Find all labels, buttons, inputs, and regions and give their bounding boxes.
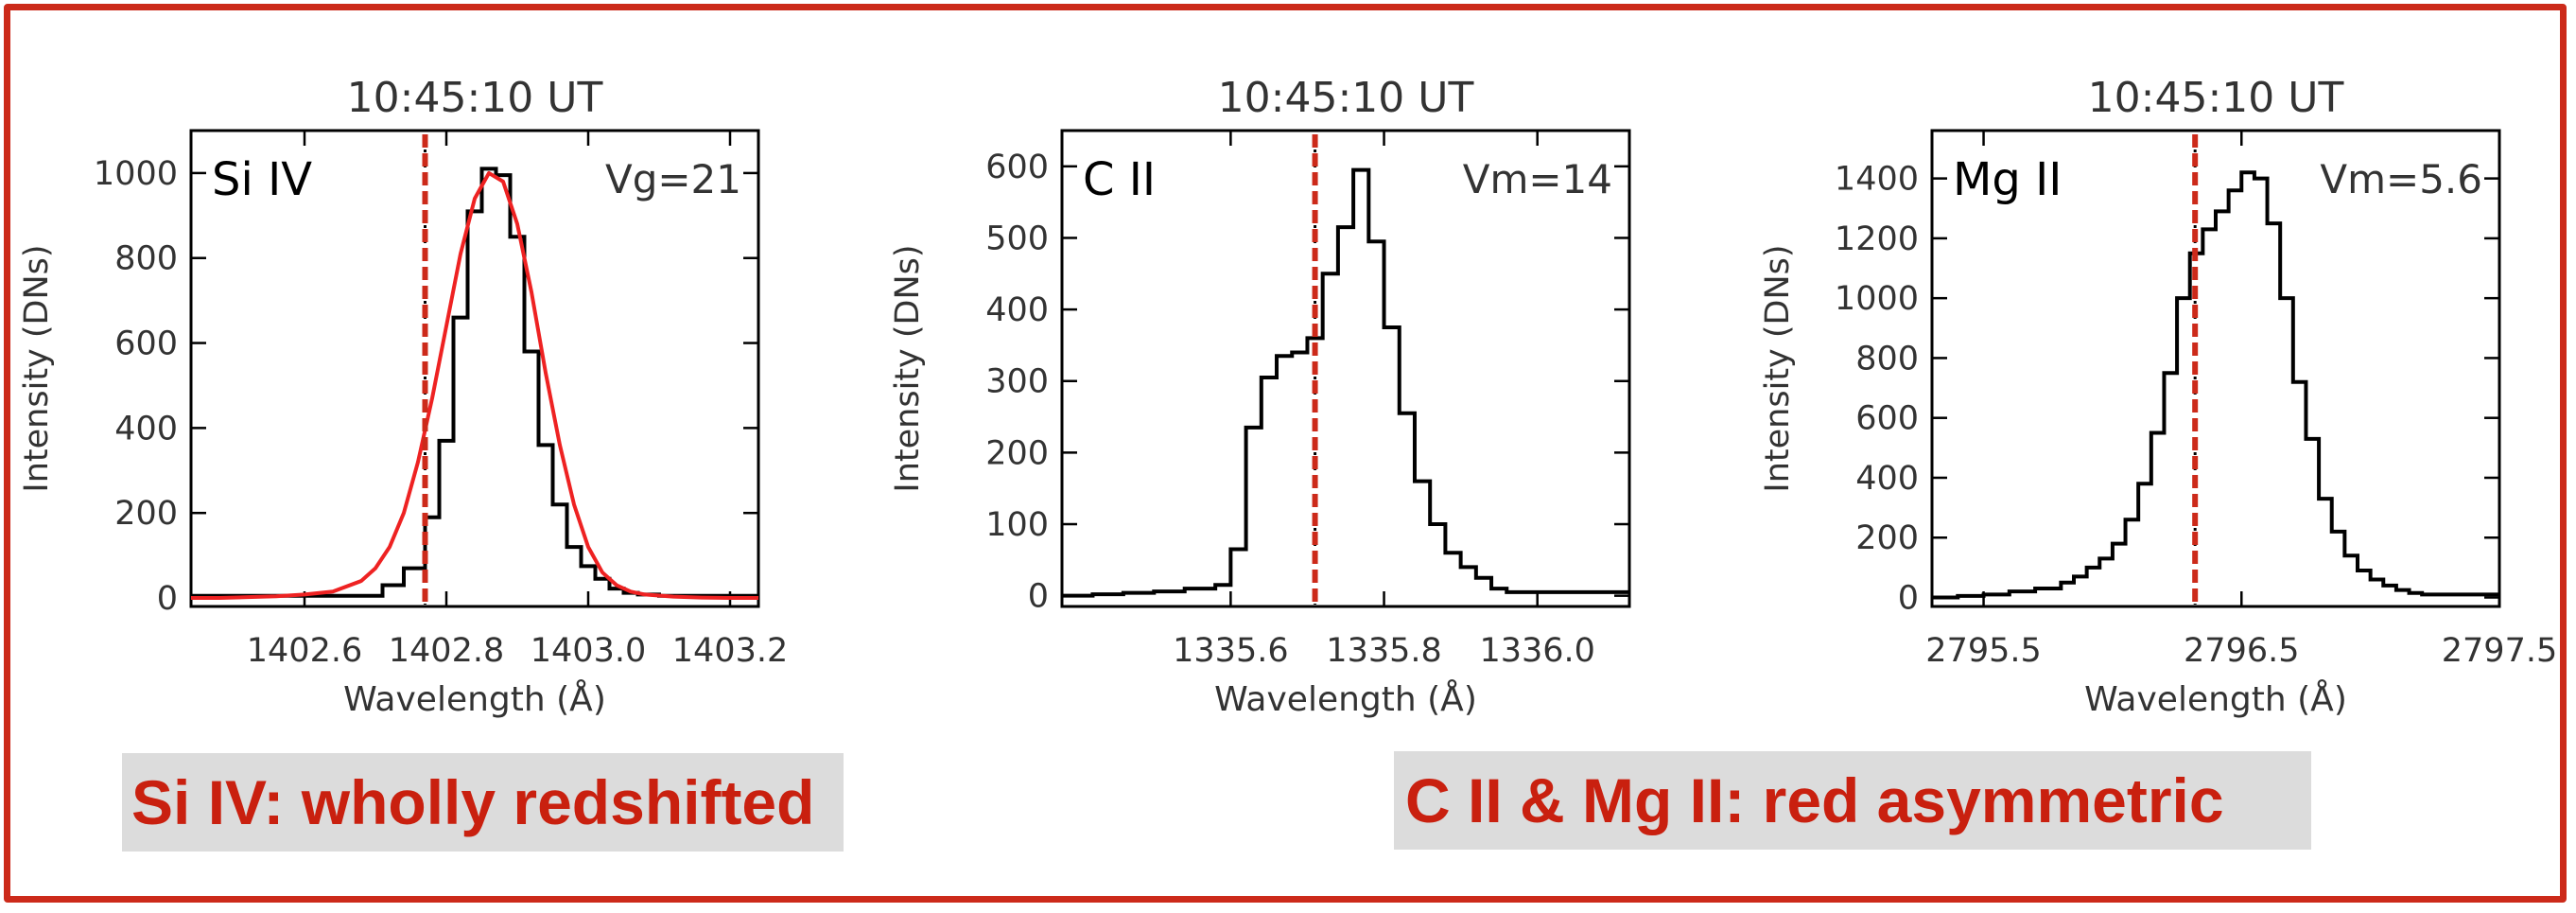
velocity-label: Vg=21 [605,156,741,202]
y-tick-label: 400 [1855,460,1919,498]
y-tick-label: 100 [985,506,1049,544]
chart-title: 10:45:10 UT [2088,74,2344,122]
plot-frame [189,129,760,608]
panel-c-ii: 10:45:10 UT C II Vm=14 Wavelength (Å) In… [889,74,1631,719]
y-tick-label: 1000 [94,155,178,193]
plot-frame [1060,129,1631,608]
line-label: Si IV [212,153,312,206]
y-tick-label: 600 [1855,400,1919,438]
x-tick-label: 2797.5 [2442,632,2557,670]
y-axis-label: Intensity (DNs) [1759,244,1797,492]
y-tick-label: 400 [985,291,1049,329]
panel-si-iv: 10:45:10 UT Si IV Vg=21 Wavelength (Å) I… [18,74,788,719]
x-tick-label: 2795.5 [1925,632,2041,670]
spectrum-histogram [1062,167,1629,598]
y-tick-label: 0 [1898,580,1919,618]
y-tick-label: 0 [157,580,178,618]
y-tick-label: 1400 [1835,161,1919,199]
y-tick-label: 300 [985,363,1049,401]
chart-title: 10:45:10 UT [1218,74,1474,122]
y-tick-label: 0 [1028,578,1049,616]
annotation-cii-mgii: C II & Mg II: red asymmetric [1394,751,2311,850]
x-tick-label: 1336.0 [1479,632,1594,670]
y-tick-label: 200 [985,434,1049,472]
velocity-label: Vm=14 [1463,156,1612,202]
velocity-label: Vm=5.6 [2320,156,2482,202]
y-tick-label: 200 [1855,519,1919,557]
y-tick-label: 1200 [1835,220,1919,258]
y-tick-label: 800 [114,240,178,278]
y-tick-label: 800 [1855,340,1919,377]
x-tick-label: 1402.8 [389,632,504,670]
y-tick-label: 600 [114,325,178,363]
x-tick-label: 2796.5 [2184,632,2299,670]
y-tick-label: 500 [985,219,1049,257]
y-tick-label: 1000 [1835,280,1919,318]
spectrum-histogram [1932,170,2499,600]
x-tick-label: 1335.6 [1173,632,1288,670]
y-tick-label: 400 [114,410,178,448]
panel-mg-ii: 10:45:10 UT Mg II Vm=5.6 Wavelength (Å) … [1759,74,2557,719]
x-tick-label: 1335.8 [1326,632,1441,670]
chart-title: 10:45:10 UT [347,74,603,122]
x-axis-label: Wavelength (Å) [1214,678,1477,719]
annotation-si-iv: Si IV: wholly redshifted [122,753,844,852]
y-axis-label: Intensity (DNs) [18,244,56,492]
x-tick-label: 1402.6 [247,632,362,670]
x-axis-label: Wavelength (Å) [343,678,606,719]
plot-frame [1930,129,2501,608]
y-tick-label: 600 [985,149,1049,186]
slide-frame [4,4,2567,903]
spectrum-histogram [191,167,758,598]
x-axis-label: Wavelength (Å) [2084,678,2347,719]
line-label: Mg II [1953,153,2062,206]
y-tick-label: 200 [114,495,178,533]
y-axis-label: Intensity (DNs) [889,244,927,492]
x-tick-label: 1403.0 [531,632,646,670]
x-tick-label: 1403.2 [672,632,788,670]
line-label: C II [1083,153,1156,206]
gaussian-fit-curve [191,170,758,601]
